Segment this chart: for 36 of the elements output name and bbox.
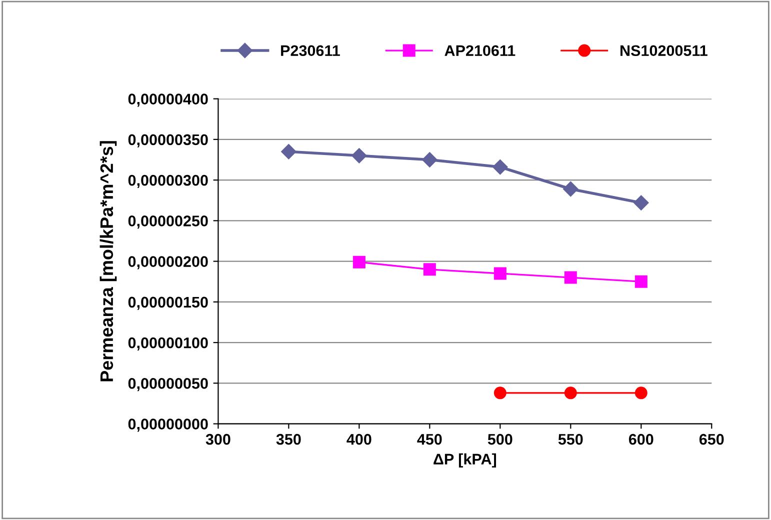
- point: [492, 159, 508, 175]
- y-tick-label: 0,00000350: [128, 134, 208, 148]
- point: [634, 195, 649, 210]
- point: [423, 263, 436, 276]
- point: [494, 267, 506, 280]
- point: [352, 148, 367, 164]
- point: [564, 386, 577, 400]
- point: [634, 386, 648, 400]
- y-tick-label: 0,00000050: [128, 378, 208, 392]
- x-tick-label: 400: [346, 434, 372, 445]
- legend-label: AP210611: [444, 45, 516, 56]
- legend-label: NS10200511: [620, 45, 708, 56]
- x-tick-label: 500: [488, 434, 512, 445]
- y-axis-title: Permeanza [mol/kPa*m^2*s]: [100, 141, 117, 382]
- point: [422, 152, 438, 168]
- point: [564, 271, 577, 284]
- y-tick-label: 0,00000000: [128, 418, 208, 432]
- y-tick-label: 0,00000200: [128, 256, 208, 270]
- y-tick-label: 0,00000100: [128, 337, 208, 350]
- x-tick-label: 650: [699, 434, 724, 445]
- x-axis-title: ΔP [kPA]: [434, 453, 496, 468]
- x-tick-label: 300: [206, 434, 230, 445]
- point: [281, 144, 296, 160]
- point: [494, 386, 506, 400]
- legend-label: P230611: [281, 45, 340, 56]
- x-tick-label: 550: [558, 434, 583, 445]
- y-tick-label: 0,00000250: [128, 216, 208, 229]
- x-tick-label: 450: [417, 434, 442, 445]
- point: [634, 275, 648, 288]
- x-tick-label: 600: [628, 434, 654, 445]
- point: [352, 256, 366, 268]
- y-tick-label: 0,00000400: [128, 94, 208, 107]
- y-tick-label: 0,00000300: [128, 174, 208, 188]
- x-tick-label: 350: [276, 434, 301, 445]
- y-tick-label: 0,00000150: [128, 296, 208, 310]
- point: [563, 181, 578, 197]
